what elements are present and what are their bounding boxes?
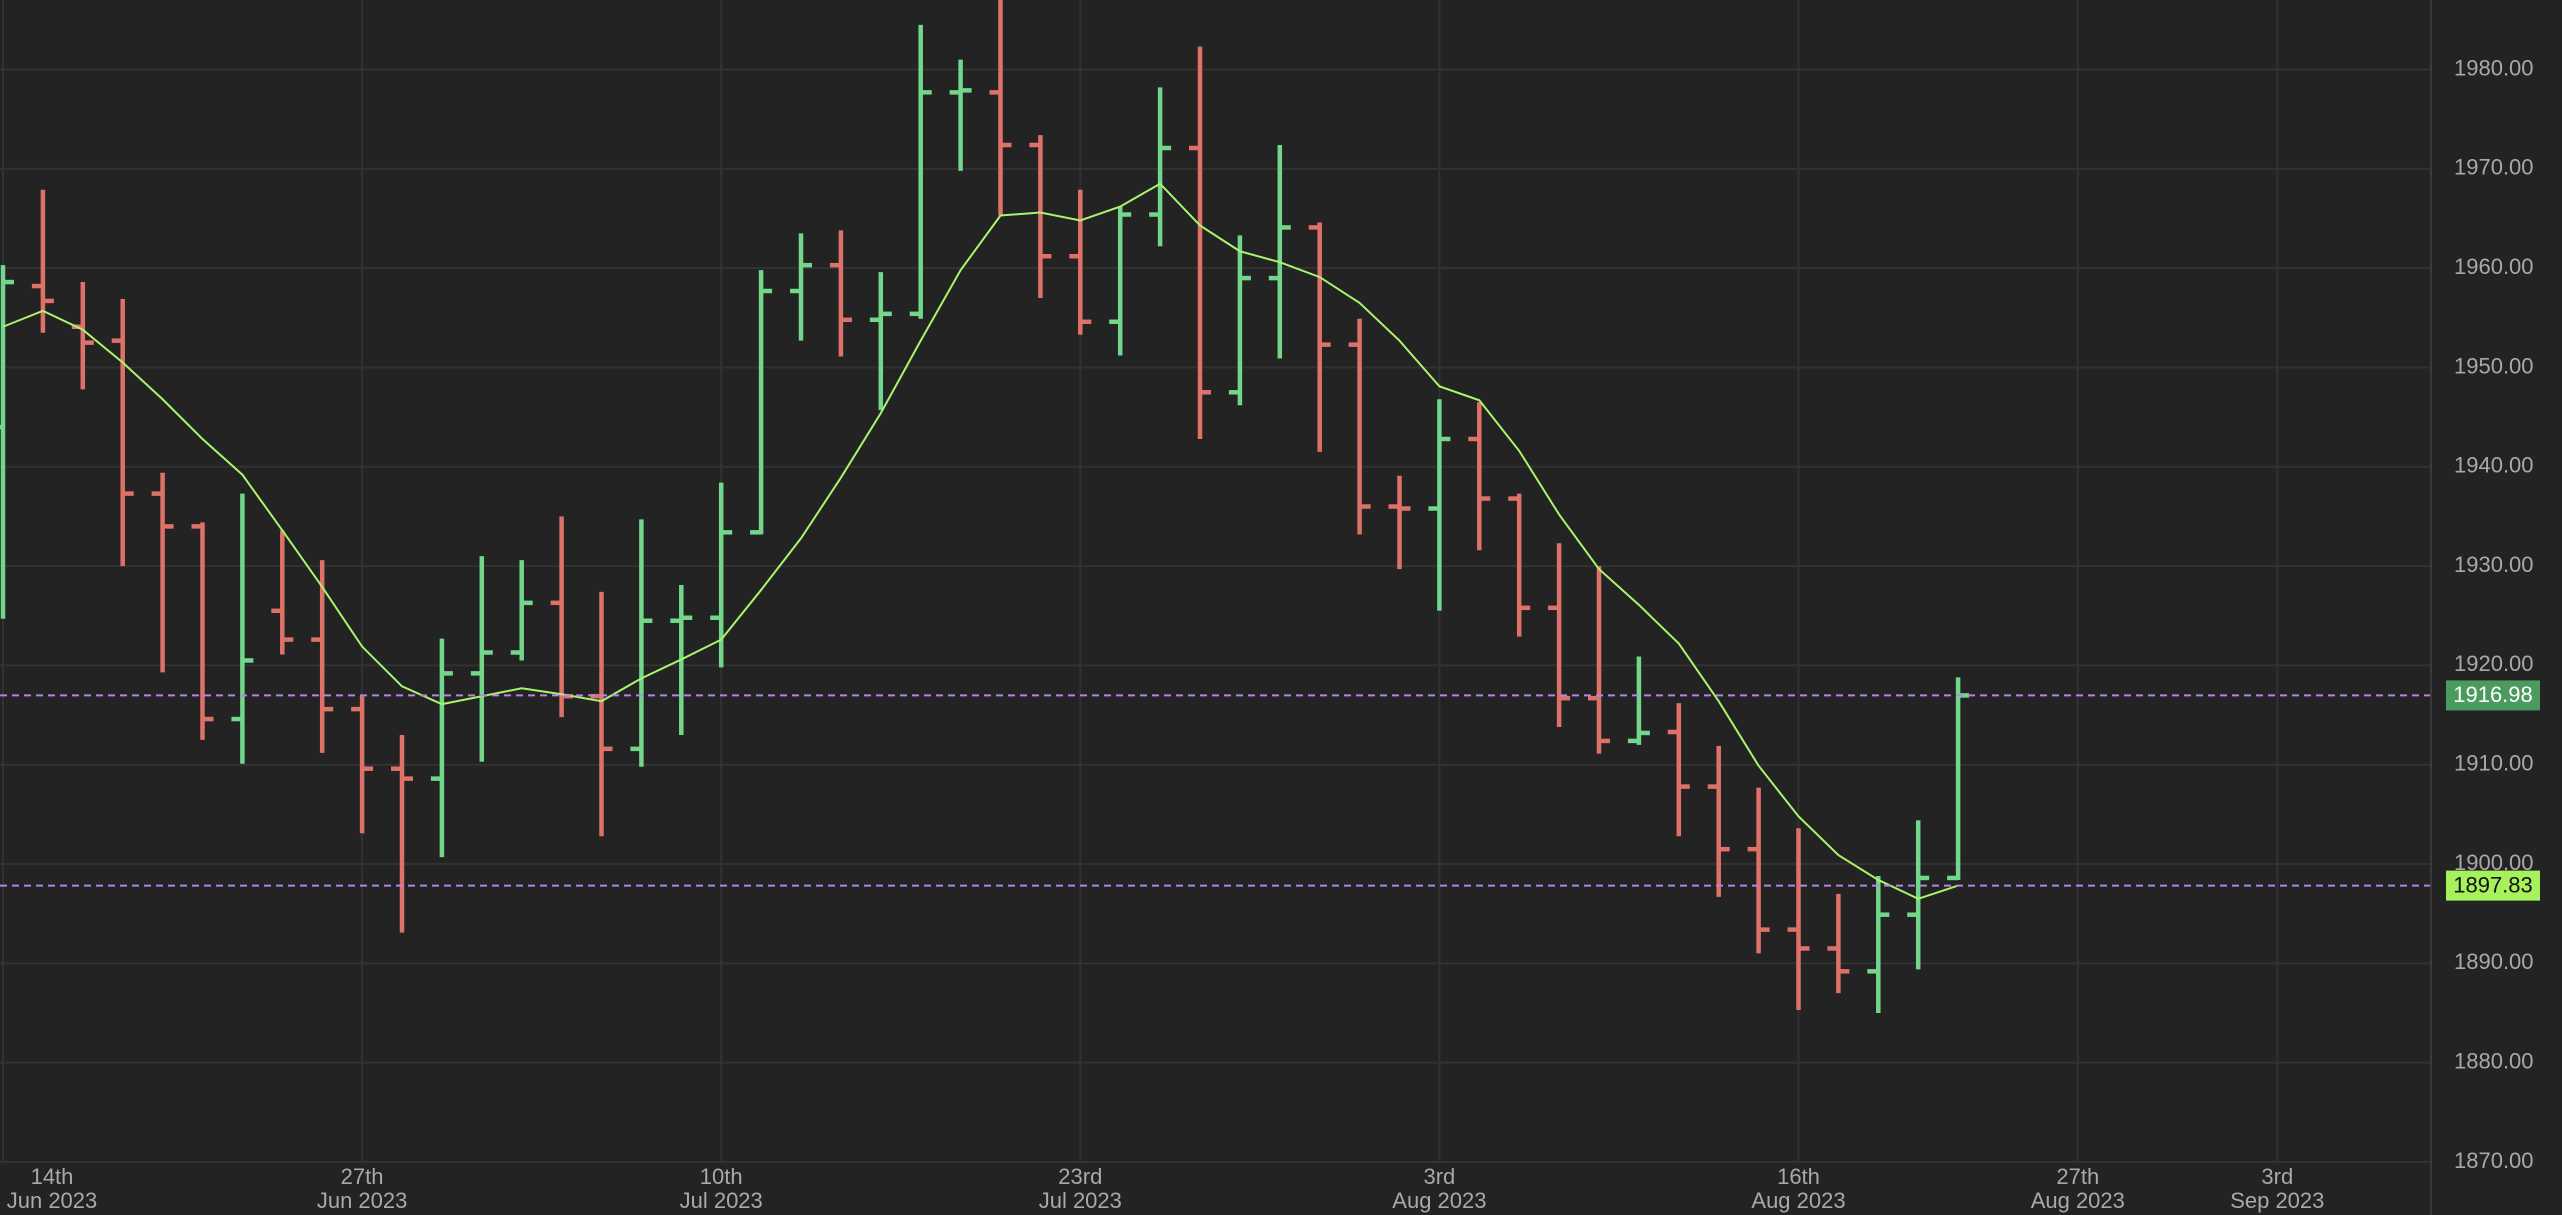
y-tick-label: 1940.00: [2454, 453, 2534, 478]
price-label: 1897.83: [2453, 872, 2533, 897]
y-tick-label: 1920.00: [2454, 651, 2534, 676]
price-label-box: [2446, 680, 2540, 711]
plot-area: [0, 0, 2431, 1014]
x-tick-label: 16th: [1777, 1164, 1820, 1189]
x-tick-label: 14th: [31, 1164, 74, 1189]
x-tick-label: Jun 2023: [7, 1188, 98, 1213]
y-tick-label: 1970.00: [2454, 155, 2534, 180]
x-tick-label: 27th: [2056, 1164, 2099, 1189]
x-tick-label: 23rd: [1058, 1164, 1102, 1189]
y-tick-label: 1960.00: [2454, 254, 2534, 279]
price-label-box: [2446, 870, 2540, 901]
x-tick-label: Sep 2023: [2230, 1188, 2324, 1213]
y-tick-label: 1980.00: [2454, 55, 2534, 80]
x-tick-label: Jul 2023: [1039, 1188, 1122, 1213]
x-tick-label: Jul 2023: [680, 1188, 763, 1213]
y-tick-label: 1950.00: [2454, 353, 2534, 378]
x-tick-label: Aug 2023: [1751, 1188, 1845, 1213]
x-tick-label: 10th: [700, 1164, 743, 1189]
x-tick-label: 27th: [341, 1164, 384, 1189]
x-tick-label: Jun 2023: [317, 1188, 408, 1213]
x-tick-label: Aug 2023: [2031, 1188, 2125, 1213]
y-tick-label: 1880.00: [2454, 1048, 2534, 1073]
y-tick-label: 1910.00: [2454, 751, 2534, 776]
x-tick-label: Aug 2023: [1392, 1188, 1486, 1213]
y-tick-label: 1930.00: [2454, 552, 2534, 577]
moving-average-line: [2, 182, 1959, 900]
y-tick-label: 1890.00: [2454, 949, 2534, 974]
price-label: 1916.98: [2453, 682, 2533, 707]
x-tick-label: 3rd: [1424, 1164, 1456, 1189]
x-tick-label: 3rd: [2261, 1164, 2293, 1189]
y-tick-label: 1870.00: [2454, 1148, 2534, 1173]
axes: 1870.001880.001890.001900.001910.001920.…: [7, 55, 2540, 1213]
